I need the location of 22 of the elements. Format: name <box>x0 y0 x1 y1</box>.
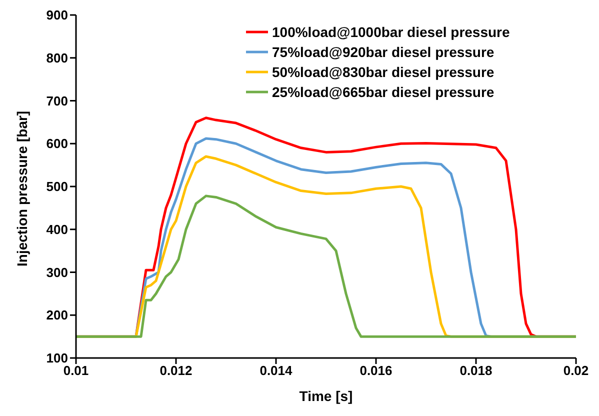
y-tick-label: 500 <box>46 179 68 194</box>
y-tick-label: 700 <box>46 93 68 108</box>
y-tick-label: 900 <box>46 8 68 23</box>
x-tick-label: 0.01 <box>63 363 89 378</box>
x-axis-title: Time [s] <box>299 388 353 404</box>
x-tick-label: 0.014 <box>260 363 294 378</box>
x-tick-label: 0.016 <box>360 363 392 378</box>
y-tick-label: 100 <box>46 350 68 366</box>
y-tick-label: 200 <box>46 308 68 323</box>
legend-label: 25%load@665bar diesel pressure <box>272 83 494 102</box>
x-tick-label: 0.02 <box>563 363 589 378</box>
x-tick-label: 0.018 <box>460 363 492 378</box>
y-tick-label: 400 <box>46 222 68 237</box>
y-tick-label: 600 <box>46 136 68 152</box>
line-series <box>76 194 576 338</box>
legend-label: 75%load@920bar diesel pressure <box>272 43 494 62</box>
legend-label: 100%load@1000bar diesel pressure <box>272 23 510 42</box>
y-axis-title: Injection pressure [bar] <box>14 110 30 266</box>
y-tick-label: 300 <box>46 264 68 280</box>
legend-label: 50%load@830bar diesel pressure <box>272 63 494 82</box>
x-tick-label: 0.012 <box>160 363 192 378</box>
y-tick-label: 800 <box>46 50 68 66</box>
